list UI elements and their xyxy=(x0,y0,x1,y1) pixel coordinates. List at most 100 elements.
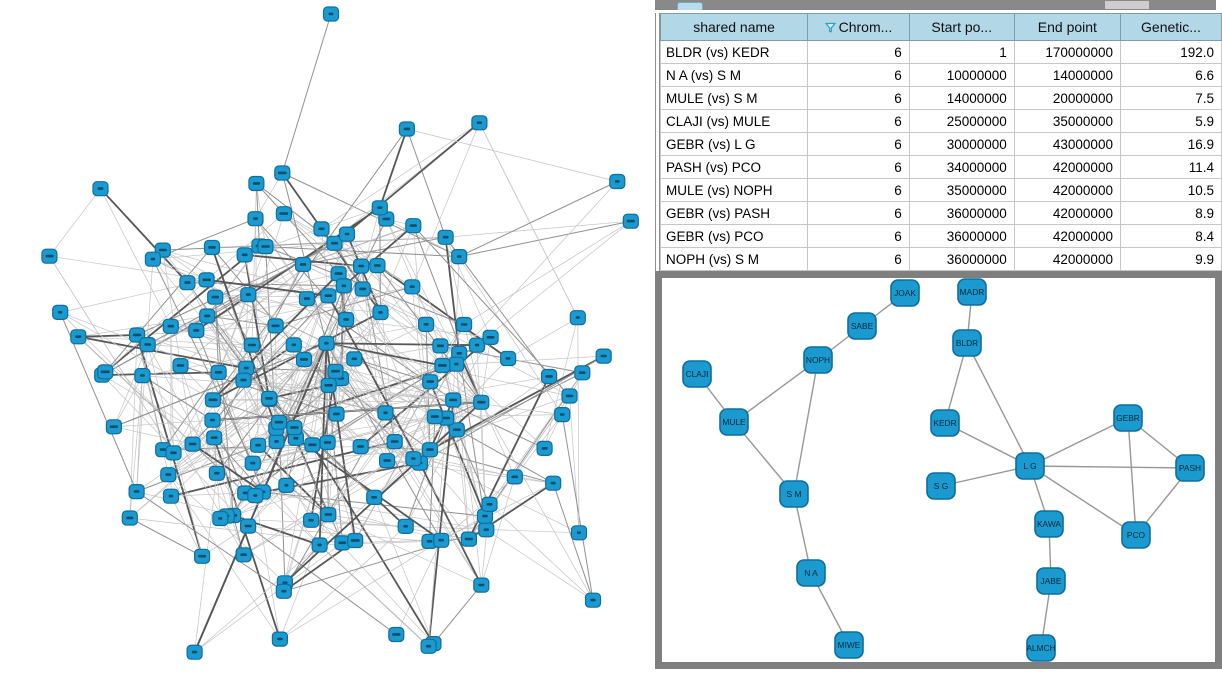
network-node[interactable] xyxy=(353,440,368,454)
network-node[interactable] xyxy=(329,407,344,421)
network-node[interactable] xyxy=(427,410,442,424)
table-cell[interactable]: CLAJI (vs) MULE xyxy=(661,110,808,133)
network-node[interactable] xyxy=(185,437,200,451)
network-node[interactable] xyxy=(166,446,181,460)
network-node[interactable] xyxy=(423,375,438,389)
network-node[interactable] xyxy=(42,249,57,263)
network-node[interactable] xyxy=(596,349,611,363)
network-node[interactable] xyxy=(279,478,294,492)
network-node[interactable] xyxy=(438,230,453,244)
table-cell[interactable]: NOPH (vs) S M xyxy=(661,248,808,271)
subnetwork-node-SABE[interactable]: SABE xyxy=(848,313,876,339)
table-cell[interactable]: 36000000 xyxy=(909,248,1014,271)
filter-funnel-icon[interactable] xyxy=(825,20,836,36)
network-node[interactable] xyxy=(314,222,329,236)
network-node[interactable] xyxy=(304,513,319,527)
table-cell[interactable]: 10.5 xyxy=(1120,179,1221,202)
table-cell[interactable]: 42000000 xyxy=(1014,156,1120,179)
column-header-end-point[interactable]: End point xyxy=(1014,14,1120,41)
network-node[interactable] xyxy=(319,336,334,350)
table-cell[interactable]: 43000000 xyxy=(1014,133,1120,156)
network-node[interactable] xyxy=(406,219,421,233)
table-cell[interactable]: 1 xyxy=(909,41,1014,64)
table-cell[interactable]: 6 xyxy=(808,133,910,156)
network-node[interactable] xyxy=(570,311,585,325)
network-node[interactable] xyxy=(542,370,557,384)
column-header-start-position[interactable]: Start po... xyxy=(909,14,1014,41)
network-node[interactable] xyxy=(207,431,222,445)
table-cell[interactable]: 6.6 xyxy=(1120,64,1221,87)
table-cell[interactable]: 6 xyxy=(808,87,910,110)
subnetwork-node-MADR[interactable]: MADR xyxy=(958,279,986,305)
network-node[interactable] xyxy=(370,259,385,273)
network-node[interactable] xyxy=(421,639,436,653)
subnetwork-node-SG[interactable]: S G xyxy=(927,473,955,499)
column-header-chromosome[interactable]: Chrom... xyxy=(808,14,910,41)
network-node[interactable] xyxy=(145,252,160,266)
network-node[interactable] xyxy=(71,330,86,344)
table-cell[interactable]: 42000000 xyxy=(1014,179,1120,202)
network-node[interactable] xyxy=(373,306,388,320)
network-node[interactable] xyxy=(474,395,489,409)
network-node[interactable] xyxy=(200,309,215,323)
network-node[interactable] xyxy=(272,632,287,646)
subnetwork-node-PCO[interactable]: PCO xyxy=(1122,522,1150,548)
network-node[interactable] xyxy=(472,116,487,130)
network-node[interactable] xyxy=(262,391,277,405)
network-node[interactable] xyxy=(163,319,178,333)
network-node[interactable] xyxy=(452,250,467,264)
network-node[interactable] xyxy=(164,489,179,503)
network-node[interactable] xyxy=(129,485,144,499)
network-node[interactable] xyxy=(372,201,387,215)
subnetwork-node-NA[interactable]: N A xyxy=(797,560,825,586)
table-cell[interactable]: 6 xyxy=(808,179,910,202)
network-node[interactable] xyxy=(269,435,284,449)
network-node[interactable] xyxy=(237,248,252,262)
network-node[interactable] xyxy=(575,366,590,380)
subnetwork-node-MIWE[interactable]: MIWE xyxy=(835,632,863,658)
network-node[interactable] xyxy=(275,166,290,180)
network-node[interactable] xyxy=(321,378,336,392)
network-node[interactable] xyxy=(195,549,210,563)
network-node[interactable] xyxy=(268,319,283,333)
network-node[interactable] xyxy=(106,420,121,434)
table-cell[interactable]: 36000000 xyxy=(909,225,1014,248)
table-cell[interactable]: PASH (vs) PCO xyxy=(661,156,808,179)
table-cell[interactable]: 7.5 xyxy=(1120,87,1221,110)
network-node[interactable] xyxy=(537,441,552,455)
table-cell[interactable]: 6 xyxy=(808,64,910,87)
table-cell[interactable]: MULE (vs) NOPH xyxy=(661,179,808,202)
network-node[interactable] xyxy=(328,364,343,378)
table-cell[interactable]: GEBR (vs) PCO xyxy=(661,225,808,248)
network-node[interactable] xyxy=(206,393,221,407)
table-cell[interactable]: 8.9 xyxy=(1120,202,1221,225)
network-node[interactable] xyxy=(53,305,68,319)
network-node[interactable] xyxy=(180,276,195,290)
table-cell[interactable]: GEBR (vs) PASH xyxy=(661,202,808,225)
network-node[interactable] xyxy=(312,538,327,552)
network-node[interactable] xyxy=(339,313,354,327)
network-node[interactable] xyxy=(405,280,420,294)
network-node[interactable] xyxy=(433,339,448,353)
network-node[interactable] xyxy=(457,318,472,332)
subnetwork-node-PASH[interactable]: PASH xyxy=(1176,455,1204,481)
table-cell[interactable]: 35000000 xyxy=(1014,110,1120,133)
network-node[interactable] xyxy=(321,289,336,303)
network-node[interactable] xyxy=(389,628,404,642)
network-node[interactable] xyxy=(555,408,570,422)
network-node[interactable] xyxy=(276,207,291,221)
network-node[interactable] xyxy=(236,373,251,387)
subnetwork-node-GEBR[interactable]: GEBR xyxy=(1114,405,1142,431)
network-node[interactable] xyxy=(249,177,264,191)
network-node[interactable] xyxy=(258,240,273,254)
network-node[interactable] xyxy=(161,468,176,482)
network-node[interactable] xyxy=(300,292,315,306)
subnetwork-node-LG[interactable]: L G xyxy=(1016,453,1044,479)
network-node[interactable] xyxy=(449,357,464,371)
network-node[interactable] xyxy=(122,511,137,525)
network-node[interactable] xyxy=(272,415,287,429)
